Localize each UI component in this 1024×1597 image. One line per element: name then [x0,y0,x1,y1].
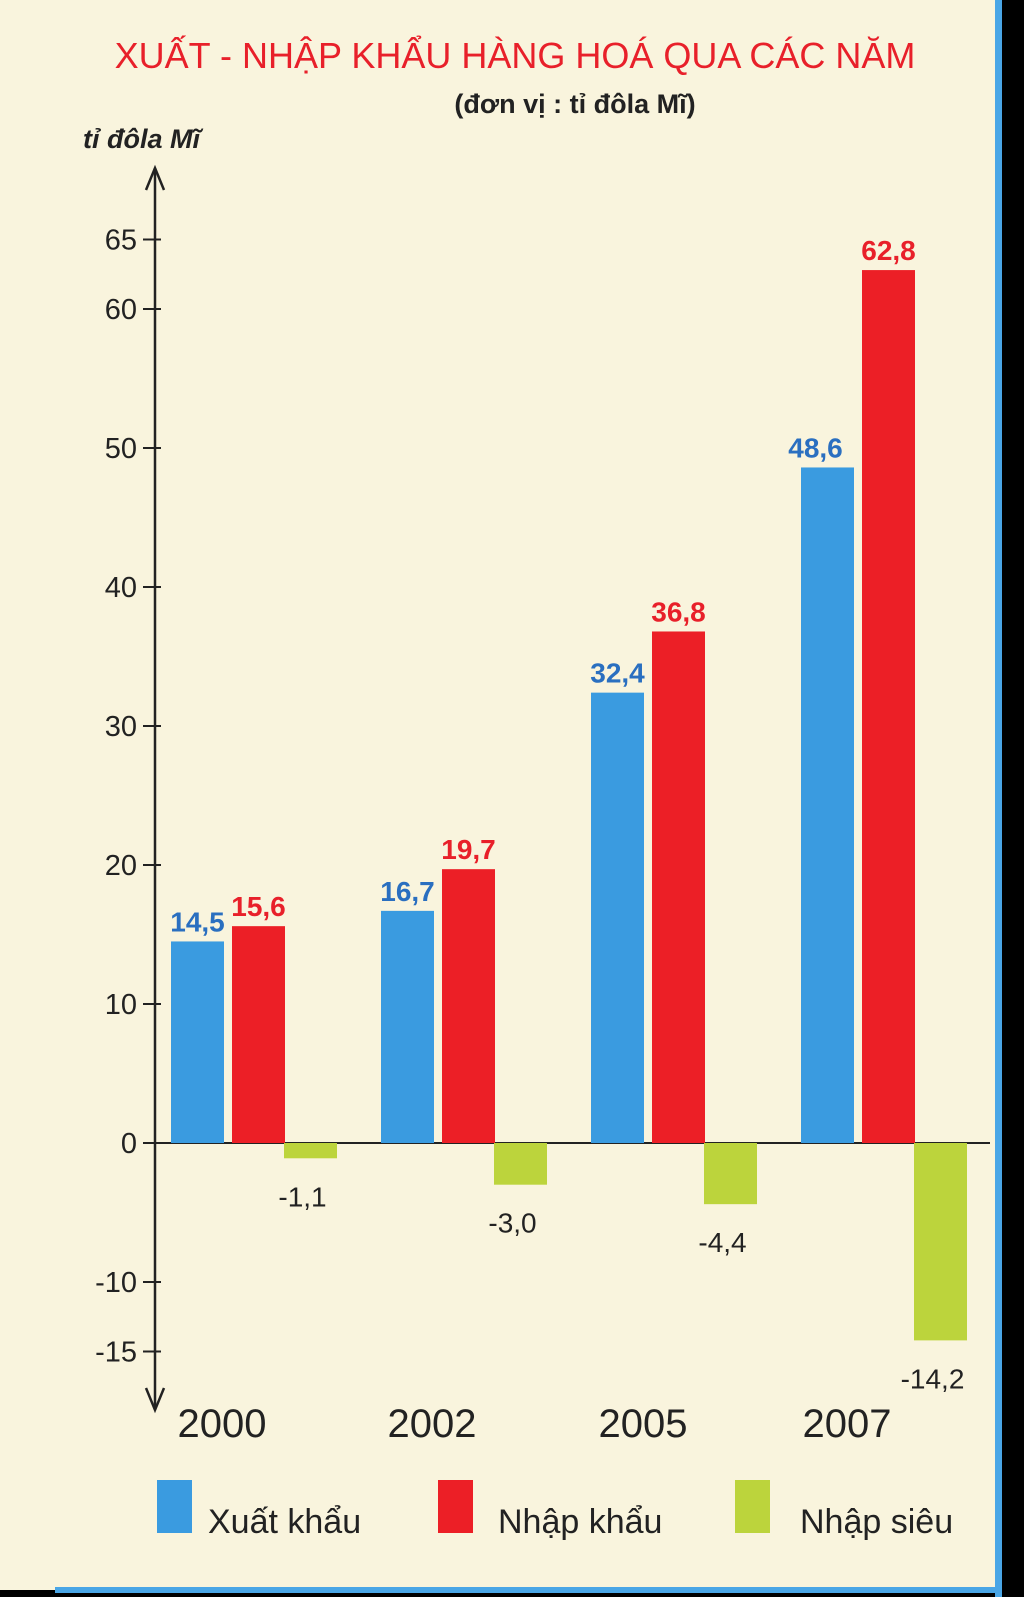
data-label: 36,8 [651,596,706,627]
y-tick-label: 40 [105,572,137,604]
legend-label: Nhập khẩu [498,1503,662,1541]
bar-nhập-siêu [914,1143,967,1341]
data-label: 32,4 [590,658,645,689]
axes: -15 -10 0 10 20 30 40 50 60 65 2000 2002 2005 2007 [95,164,990,1446]
bar-xuất-khẩu [801,467,854,1144]
bar-nhập-siêu [284,1143,337,1159]
bar-xuất-khẩu [591,692,644,1143]
data-label: 14,5 [170,906,225,937]
chart-frame-bottom [55,1587,1002,1593]
data-label: 19,7 [441,834,496,865]
data-label: -14,2 [901,1363,965,1394]
y-tick-label: -15 [95,1337,137,1369]
y-tick-label: 50 [105,433,137,465]
bar-xuất-khẩu [381,910,434,1143]
data-label: 16,7 [380,876,435,907]
y-axis-arrow-top [144,164,166,191]
y-tick-label: 0 [121,1128,137,1160]
bar-nhập-siêu [704,1143,757,1205]
bars [171,270,967,1341]
data-label: 48,6 [788,432,843,463]
x-category-label: 2002 [388,1402,477,1446]
data-label: 62,8 [861,235,916,266]
data-label: 15,6 [231,891,286,922]
legend: Xuất khẩu Nhập khẩu Nhập siêu [157,1480,953,1541]
y-tick-label: 65 [105,225,137,257]
legend-label: Nhập siêu [800,1503,953,1541]
y-tick-label: -10 [95,1267,137,1299]
data-label: -3,0 [488,1208,536,1239]
data-labels: 14,5 16,7 32,4 48,6 15,6 19,7 36,8 62,8 -1,1 -3,0… [170,235,964,1394]
data-label: -1,1 [278,1181,326,1212]
chart-subtitle: (đơn vị : tỉ đôla Mĩ) [454,89,695,119]
y-tick-label: 60 [105,294,137,326]
y-tick-label: 30 [105,711,137,743]
y-tick-label: 10 [105,989,137,1021]
legend-swatch [735,1480,770,1533]
data-label: -4,4 [698,1227,746,1258]
bar-nhập-khẩu [862,270,915,1144]
bar-nhập-siêu [494,1143,547,1185]
y-tick-label: 20 [105,850,137,882]
chart-frame-right [995,0,1002,1597]
legend-swatch [438,1480,473,1533]
legend-label: Xuất khẩu [208,1503,361,1541]
bar-nhập-khẩu [652,631,705,1143]
bar-nhập-khẩu [442,869,495,1143]
x-category-label: 2000 [178,1402,267,1446]
y-axis-arrow-bottom [144,1387,166,1414]
legend-swatch [157,1480,192,1533]
x-category-label: 2007 [803,1402,892,1446]
y-axis-unit-label: tỉ đôla Mĩ [83,124,203,154]
bar-nhập-khẩu [232,926,285,1143]
chart-title: XUẤT - NHẬP KHẨU HÀNG HOÁ QUA CÁC NĂM [115,34,916,76]
x-category-label: 2005 [599,1402,688,1446]
bar-xuất-khẩu [171,941,224,1143]
